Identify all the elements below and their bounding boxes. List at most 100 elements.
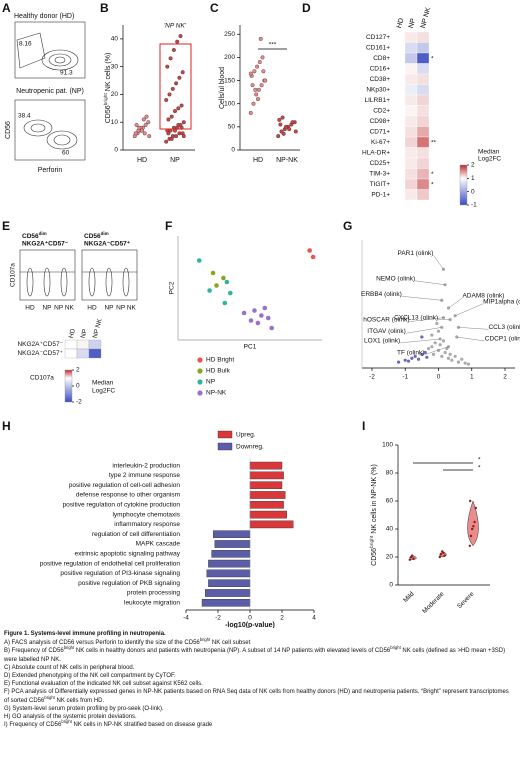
category-label: inflammatory response [114, 521, 180, 528]
heat-cell [64, 348, 78, 359]
data-point [450, 358, 454, 362]
data-point [425, 355, 429, 359]
y-tick-label: 150 [224, 77, 235, 84]
x-tick-label: Moderate [421, 590, 446, 615]
category-label: positive regulation of endothelial cell … [40, 560, 181, 567]
column-label: HD [396, 17, 405, 29]
axis-label: PC2 [169, 281, 176, 294]
y-tick-label: 40 [111, 36, 119, 43]
caption-text: NK cells from HD. [54, 697, 105, 704]
heat-cell [392, 84, 406, 96]
caption-line: G) System-level serum protein profiling … [4, 705, 514, 713]
heat-cell [404, 126, 418, 138]
contour [46, 130, 78, 150]
data-point [221, 275, 226, 281]
data-point [290, 120, 295, 125]
heat-cell [404, 42, 418, 54]
data-point [210, 270, 216, 276]
bar [249, 501, 284, 509]
data-point [228, 290, 233, 296]
y-tick-label: 80 [386, 470, 394, 477]
bar [201, 599, 251, 607]
plot-title-part: CD56 [84, 233, 101, 240]
bar [249, 520, 294, 529]
color-tick-label: -2 [76, 399, 82, 406]
contour [88, 267, 96, 297]
heat-cell [392, 168, 406, 180]
data-point [257, 60, 262, 65]
data-point [283, 124, 288, 129]
caption-text: E) Functional evaluation of the indicate… [4, 681, 203, 688]
y-tick-label: 60 [386, 498, 394, 505]
contour [43, 267, 51, 297]
data-point [265, 315, 271, 321]
heat-cell [416, 52, 430, 64]
significance: * [478, 465, 481, 472]
category-label: MAPK cascade [136, 541, 181, 548]
panel-label: G [343, 219, 352, 233]
x-tick-label: HD [253, 157, 263, 164]
legend-label: CD107a [30, 375, 54, 382]
x-tick-label: NP NK [54, 305, 74, 312]
data-point [403, 358, 407, 362]
significance: * [478, 457, 481, 464]
y-tick-label: 50 [228, 124, 236, 131]
data-point [307, 248, 312, 253]
panel-label: D [302, 1, 311, 15]
data-point [166, 117, 171, 122]
plot-title: Healthy donor (HD) [14, 13, 74, 20]
row-label: LILRB1+ [365, 97, 391, 104]
data-point [196, 258, 202, 263]
axis-label-part: NK cells in NP-NK (%) [371, 464, 378, 536]
point-label: ERBB4 (olink) [361, 291, 402, 298]
plot-title-part: CD56 [22, 233, 39, 240]
y-tick-label: 0 [231, 147, 235, 154]
data-point [453, 354, 457, 358]
data-point [281, 131, 286, 136]
heat-cell [392, 42, 406, 54]
row-label: CD161+ [366, 44, 390, 51]
data-point [259, 313, 264, 318]
data-point [435, 321, 439, 326]
x-tick-label: Severe [456, 590, 476, 610]
data-point [278, 122, 283, 127]
bar [208, 579, 251, 587]
bar [212, 530, 251, 538]
leader-line [448, 297, 463, 309]
data-point [468, 544, 471, 547]
data-point [248, 318, 254, 323]
data-point [180, 70, 185, 75]
contour [122, 267, 130, 297]
legend-title: Log2FC [92, 388, 115, 395]
column-label: HD [68, 328, 77, 339]
heat-cell [416, 147, 430, 159]
data-point [446, 356, 451, 360]
y-tick-label: 0 [114, 147, 118, 154]
row-label: TIGIT+ [370, 181, 391, 188]
axis-label: Cells/ul blood [219, 67, 226, 109]
data-point [413, 354, 417, 358]
point-label: ITGAV (olink) [367, 328, 406, 335]
data-point [139, 128, 144, 133]
contour [23, 119, 53, 137]
data-point [172, 109, 177, 114]
annotation: 'NP NK' [164, 23, 187, 30]
point-label: ADAM8 (olink) [462, 293, 504, 300]
point-label: PAR1 (olink) [397, 250, 433, 257]
data-point [423, 350, 427, 355]
legend-title: Median [478, 149, 500, 156]
bar [249, 491, 286, 499]
data-point [430, 345, 434, 349]
leader-line [415, 280, 446, 285]
caption-line: E) Functional evaluation of the indicate… [4, 680, 514, 688]
leader-line [400, 338, 441, 344]
caption-text: I) Frequency of CD56 [4, 722, 62, 729]
data-point [438, 343, 442, 347]
caption-text: NK cell subset [210, 640, 251, 647]
x-tick-label: 2 [503, 374, 507, 381]
category-label: positive regulation of PKB signaling [78, 580, 180, 587]
point-label: CXCL13 (olink) [394, 314, 438, 321]
axis-label-part: NK cells (%) [105, 53, 112, 93]
row-label: CD16+ [370, 65, 391, 72]
